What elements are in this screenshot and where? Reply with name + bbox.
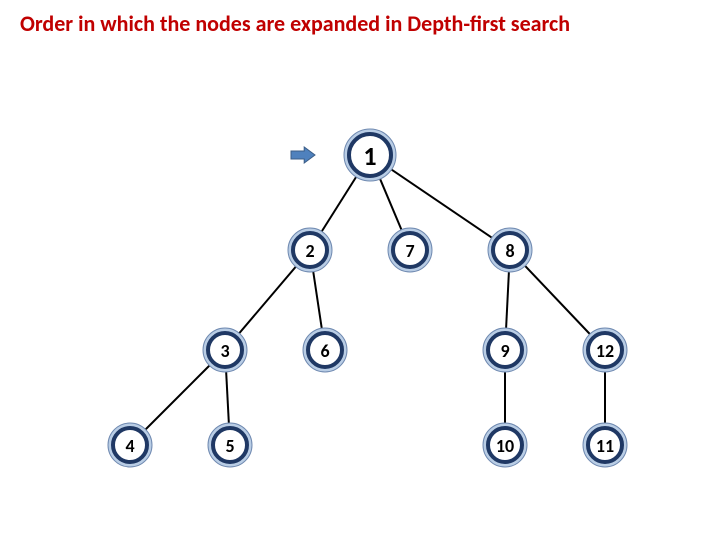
tree-node-2: 2: [288, 228, 332, 272]
tree-node-11: 11: [583, 423, 627, 467]
node-label: 11: [596, 435, 614, 457]
node-label: 1: [363, 140, 376, 172]
node-label: 2: [305, 240, 314, 262]
tree-node-4: 4: [108, 423, 152, 467]
node-label: 7: [405, 240, 414, 262]
tree-node-5: 5: [208, 423, 252, 467]
dfs-tree-diagram: 127836912451011: [0, 0, 720, 540]
tree-node-1: 1: [344, 129, 396, 181]
tree-nodes: 127836912451011: [108, 129, 627, 467]
node-label: 4: [125, 435, 134, 457]
tree-node-9: 9: [483, 328, 527, 372]
tree-node-6: 6: [303, 328, 347, 372]
node-label: 3: [220, 340, 229, 362]
arrow-right-icon: [291, 147, 315, 163]
node-label: 10: [496, 435, 514, 457]
tree-node-12: 12: [583, 328, 627, 372]
node-label: 6: [320, 340, 329, 362]
node-label: 8: [505, 240, 514, 262]
tree-node-8: 8: [488, 228, 532, 272]
node-label: 9: [500, 340, 509, 362]
tree-node-7: 7: [388, 228, 432, 272]
node-label: 5: [225, 435, 234, 457]
tree-node-3: 3: [203, 328, 247, 372]
tree-edges: [130, 155, 605, 445]
tree-node-10: 10: [483, 423, 527, 467]
node-label: 12: [596, 340, 614, 362]
